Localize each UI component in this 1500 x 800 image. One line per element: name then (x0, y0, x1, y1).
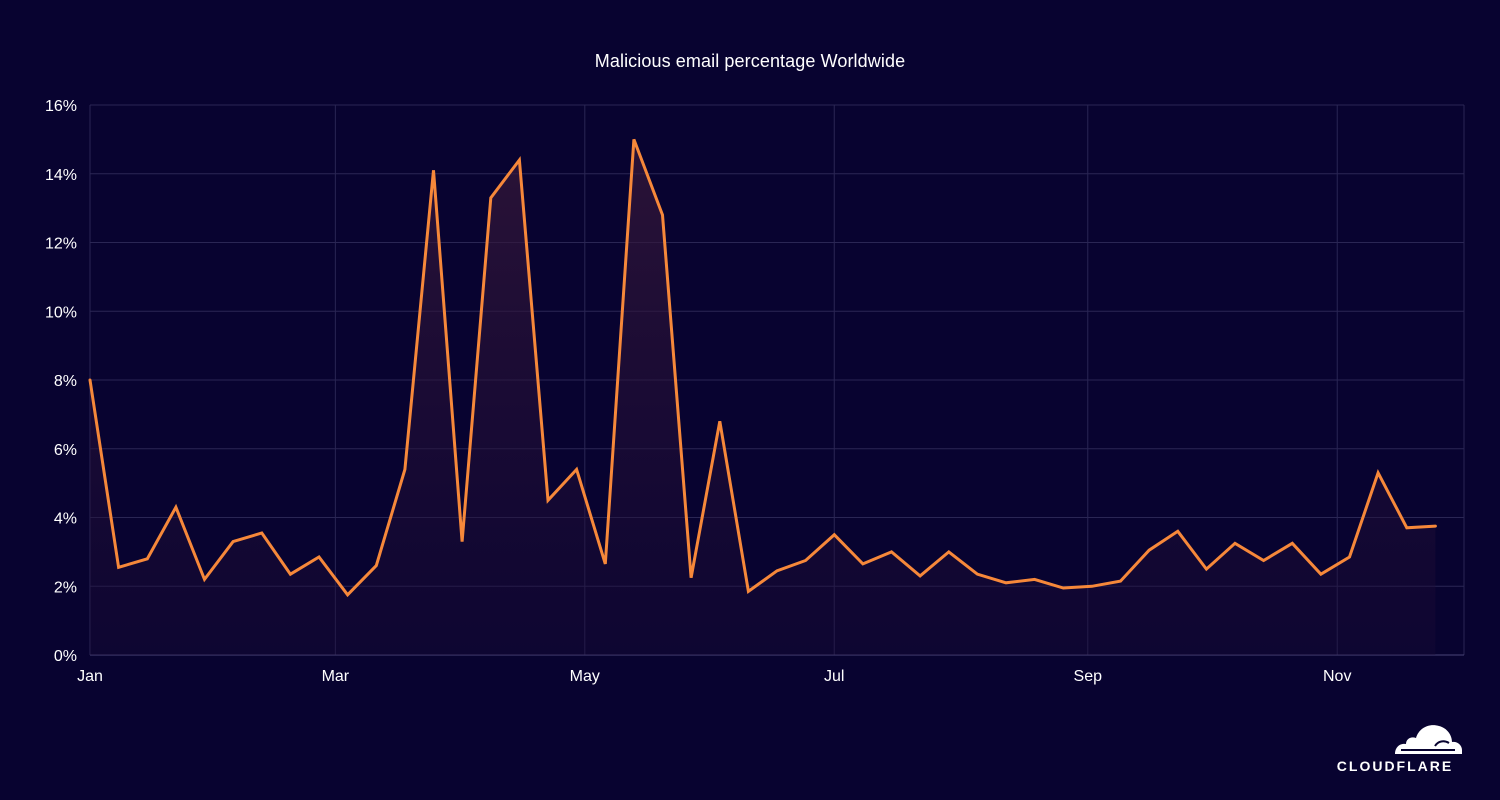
y-tick-label: 10% (45, 304, 77, 321)
series-area (90, 139, 1436, 655)
cloud-icon (1395, 725, 1462, 754)
x-tick-label: Jul (824, 668, 844, 685)
cloudflare-logo: CLOUDFLARE (1320, 720, 1470, 780)
y-axis-ticks: 0% 2% 4% 6% 8% 10% 12% 14% 16% (45, 98, 77, 665)
y-tick-label: 8% (54, 373, 77, 390)
y-tick-label: 4% (54, 511, 77, 528)
series-points (90, 139, 1435, 594)
chart-title: Malicious email percentage Worldwide (594, 51, 906, 71)
x-tick-label: Jan (77, 668, 103, 685)
series-line (88, 138, 1437, 598)
series-line-path (88, 138, 1437, 598)
logo-wordmark: CLOUDFLARE (1336, 758, 1454, 774)
area-fill (90, 139, 1436, 655)
x-axis-ticks: Jan Mar May Jul Sep Nov (77, 668, 1351, 685)
y-tick-label: 0% (54, 648, 77, 665)
y-tick-label: 6% (54, 442, 77, 459)
x-tick-label: May (570, 668, 600, 685)
x-tick-label: Sep (1074, 668, 1103, 685)
y-tick-label: 2% (54, 579, 77, 596)
x-tick-label: Nov (1323, 668, 1351, 685)
y-tick-label: 12% (45, 236, 77, 253)
x-tick-label: Mar (322, 668, 350, 685)
y-tick-label: 16% (45, 98, 77, 115)
y-tick-label: 14% (45, 167, 77, 184)
